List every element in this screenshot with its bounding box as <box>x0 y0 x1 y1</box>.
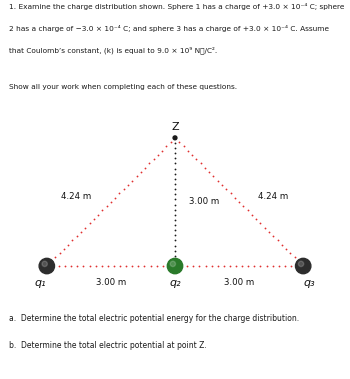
Circle shape <box>39 258 55 274</box>
Circle shape <box>42 261 47 266</box>
Text: 4.24 m: 4.24 m <box>62 192 92 201</box>
Text: 2 has a charge of −3.0 × 10⁻⁴ C; and sphere 3 has a charge of +3.0 × 10⁻⁴ C. Ass: 2 has a charge of −3.0 × 10⁻⁴ C; and sph… <box>9 25 329 31</box>
Circle shape <box>167 258 183 274</box>
Text: q₃: q₃ <box>304 277 315 288</box>
Circle shape <box>295 258 311 274</box>
Circle shape <box>173 136 177 140</box>
Text: 1. Examine the charge distribution shown. Sphere 1 has a charge of +3.0 × 10⁻⁴ C: 1. Examine the charge distribution shown… <box>9 3 344 10</box>
Circle shape <box>170 261 176 266</box>
Text: Show all your work when completing each of these questions.: Show all your work when completing each … <box>9 84 237 90</box>
Text: 3.00 m: 3.00 m <box>189 197 219 207</box>
Text: q₁: q₁ <box>35 277 46 288</box>
Circle shape <box>298 261 304 266</box>
Text: 3.00 m: 3.00 m <box>96 277 126 287</box>
Text: 4.24 m: 4.24 m <box>258 192 288 201</box>
Text: Z: Z <box>171 122 179 132</box>
Text: that Coulomb’s constant, (k) is equal to 9.0 × 10⁹ N㎡/C².: that Coulomb’s constant, (k) is equal to… <box>9 46 217 54</box>
Text: 3.00 m: 3.00 m <box>224 277 254 287</box>
Text: a.  Determine the total electric potential energy for the charge distribution.: a. Determine the total electric potentia… <box>9 314 299 323</box>
Text: b.  Determine the total electric potential at point Z.: b. Determine the total electric potentia… <box>9 341 206 350</box>
Text: q₂: q₂ <box>169 277 181 288</box>
